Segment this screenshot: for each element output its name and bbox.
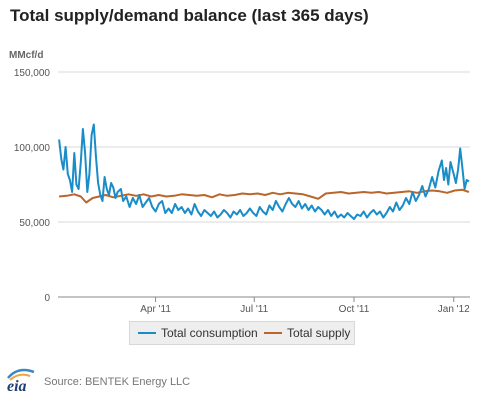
- chart-legend: Total consumption Total supply: [129, 321, 355, 345]
- y-tick-label: 100,000: [14, 143, 51, 154]
- y-tick-label: 150,000: [14, 68, 51, 79]
- eia-logo-text: eia: [7, 378, 27, 394]
- legend-label-supply: Total supply: [287, 326, 351, 340]
- series-lines: [58, 123, 470, 220]
- line-chart: 0 50,000 100,000 150,000 Apr '11 Jul '11 Oct …: [14, 68, 470, 315]
- x-tick-label: Jul '11: [240, 304, 268, 315]
- chart-title: Total supply/demand balance (last 365 da…: [10, 6, 369, 25]
- gridlines: [58, 71, 470, 223]
- legend-item-supply[interactable]: Total supply: [264, 322, 350, 344]
- x-tick-label: Apr '11: [140, 304, 171, 315]
- y-tick-label: 0: [44, 293, 50, 304]
- x-tick-label: Jan '12: [438, 304, 470, 315]
- eia-logo: eia: [4, 366, 38, 399]
- y-axis-ticks: 0 50,000 100,000 150,000: [14, 68, 51, 304]
- legend-item-consumption[interactable]: Total consumption: [138, 322, 258, 344]
- series-line-total-consumption: [58, 123, 470, 220]
- x-tick-label: Oct '11: [339, 304, 370, 315]
- legend-label-consumption: Total consumption: [161, 326, 258, 340]
- legend-swatch-consumption: [138, 332, 156, 334]
- legend-swatch-supply: [264, 332, 282, 334]
- x-axis: Apr '11 Jul '11 Oct '11 Jan '12: [58, 296, 470, 315]
- y-axis-unit-label: MMcf/d: [9, 50, 44, 61]
- source-note: Source: BENTEK Energy LLC: [44, 376, 191, 388]
- y-tick-label: 50,000: [19, 218, 50, 229]
